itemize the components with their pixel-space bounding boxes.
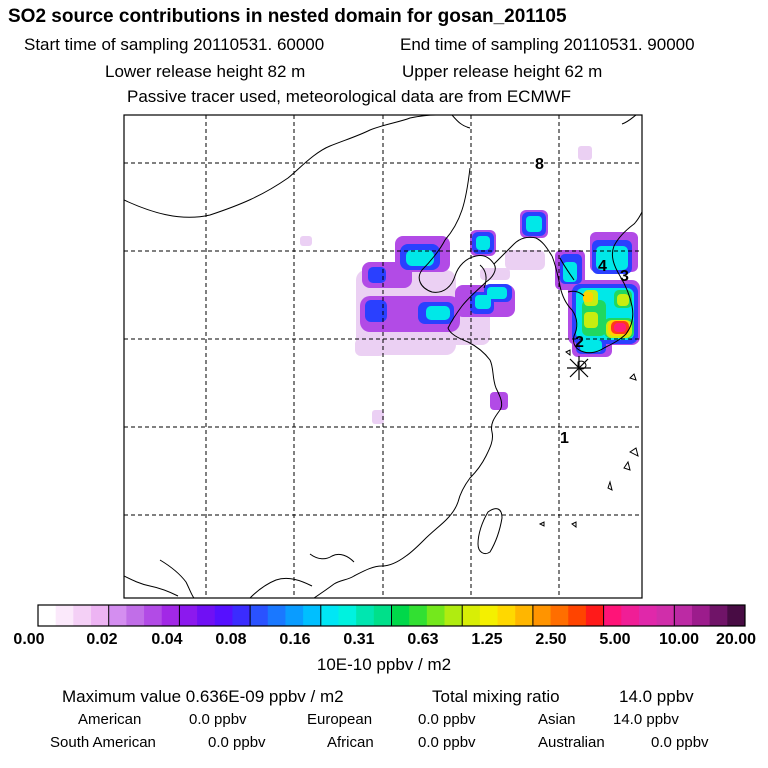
- south-american-value: 0.0 ppbv: [208, 734, 266, 751]
- map-frame: [123, 114, 643, 599]
- colorbar-swatch: [126, 605, 145, 626]
- day-marker-8: 8: [535, 156, 544, 173]
- colorbar: [37, 604, 746, 627]
- colorbar-swatch: [550, 605, 569, 626]
- colorbar-swatch: [462, 605, 481, 626]
- colorbar-swatch: [232, 605, 251, 626]
- max-value: Maximum value 0.636E-09 ppbv / m2: [62, 687, 344, 706]
- colorbar-swatch: [727, 605, 746, 626]
- colorbar-swatch: [656, 605, 675, 626]
- australian-label: Australian: [538, 734, 605, 751]
- colorbar-swatch: [568, 605, 587, 626]
- colorbar-swatch: [179, 605, 198, 626]
- colorbar-swatch: [55, 605, 74, 626]
- colorbar-tick-label: 0.00: [13, 631, 45, 648]
- african-value: 0.0 ppbv: [418, 734, 476, 751]
- colorbar-tick-label: 2.50: [535, 631, 567, 648]
- colorbar-swatch: [38, 605, 57, 626]
- colorbar-swatch: [108, 605, 127, 626]
- colorbar-swatch: [285, 605, 304, 626]
- australian-value: 0.0 ppbv: [651, 734, 709, 751]
- receptor-asterisk-icon: [567, 356, 591, 380]
- colorbar-tick-label: 0.31: [343, 631, 375, 648]
- colorbar-tick-label: 0.04: [151, 631, 183, 648]
- day-marker-3: 3: [620, 268, 629, 285]
- european-label: European: [307, 711, 373, 728]
- colorbar-swatch: [144, 605, 163, 626]
- colorbar-swatch: [391, 605, 410, 626]
- colorbar-swatch: [409, 605, 428, 626]
- colorbar-swatch: [91, 605, 110, 626]
- colorbar-tick-label: 0.16: [279, 631, 311, 648]
- colorbar-swatch: [621, 605, 640, 626]
- tracer-note: Passive tracer used, meteorological data…: [127, 87, 572, 106]
- colorbar-swatch: [161, 605, 180, 626]
- colorbar-swatch: [197, 605, 216, 626]
- colorbar-swatch: [497, 605, 516, 626]
- day-markers: 8 4 3 2 1: [535, 156, 629, 447]
- colorbar-swatch: [338, 605, 357, 626]
- colorbar-frame: [37, 604, 746, 627]
- american-value: 0.0 ppbv: [189, 711, 247, 728]
- colorbar-swatch: [691, 605, 711, 626]
- colorbar-swatch: [444, 605, 463, 626]
- colorbar-tick-label: 0.63: [407, 631, 439, 648]
- colorbar-tick-label: 1.25: [471, 631, 503, 648]
- colorbar-swatch: [250, 605, 269, 626]
- colorbar-swatch: [585, 605, 604, 626]
- colorbar-swatch: [214, 605, 233, 626]
- colorbar-swatch: [479, 605, 498, 626]
- upper-release-height: Upper release height 62 m: [402, 62, 603, 81]
- african-label: African: [327, 734, 374, 751]
- american-label: American: [78, 711, 142, 728]
- colorbar-unit: 10E-10 ppbv / m2: [316, 655, 452, 674]
- coastlines: [124, 115, 642, 598]
- colorbar-swatch: [709, 605, 728, 626]
- total-mixing-value: 14.0 ppbv: [619, 687, 694, 706]
- colorbar-swatch: [638, 605, 658, 626]
- colorbar-tick-label: 0.02: [86, 631, 118, 648]
- colorbar-swatch: [515, 605, 534, 626]
- colorbar-swatch: [674, 605, 693, 626]
- colorbar-tick-label: 0.08: [215, 631, 247, 648]
- colorbar-swatch: [426, 605, 445, 626]
- south-american-label: South American: [50, 734, 156, 751]
- colorbar-swatch: [267, 605, 286, 626]
- graticule: [124, 115, 642, 598]
- colorbar-swatch: [603, 605, 622, 626]
- day-marker-2: 2: [575, 334, 584, 351]
- colorbar-swatch: [73, 605, 92, 626]
- lower-release-height: Lower release height 82 m: [105, 62, 306, 81]
- colorbar-swatch: [373, 605, 392, 626]
- start-time-label: Start time of sampling 20110531. 60000: [24, 35, 325, 54]
- day-marker-1: 1: [560, 430, 569, 447]
- page-title: SO2 source contributions in nested domai…: [8, 6, 567, 27]
- colorbar-swatch: [320, 605, 339, 626]
- colorbar-swatch: [303, 605, 322, 626]
- colorbar-tick-label: 10.00: [658, 631, 700, 648]
- total-mixing-label: Total mixing ratio: [432, 687, 560, 706]
- asian-label: Asian: [538, 711, 576, 728]
- asian-value: 14.0 ppbv: [613, 711, 679, 728]
- end-time-label: End time of sampling 20110531. 90000: [400, 35, 695, 54]
- colorbar-swatch: [532, 605, 551, 626]
- colorbar-tick-label: 20.00: [715, 631, 757, 648]
- day-marker-4: 4: [598, 258, 607, 275]
- colorbar-tick-label: 5.00: [599, 631, 631, 648]
- european-value: 0.0 ppbv: [418, 711, 476, 728]
- colorbar-swatch: [356, 605, 375, 626]
